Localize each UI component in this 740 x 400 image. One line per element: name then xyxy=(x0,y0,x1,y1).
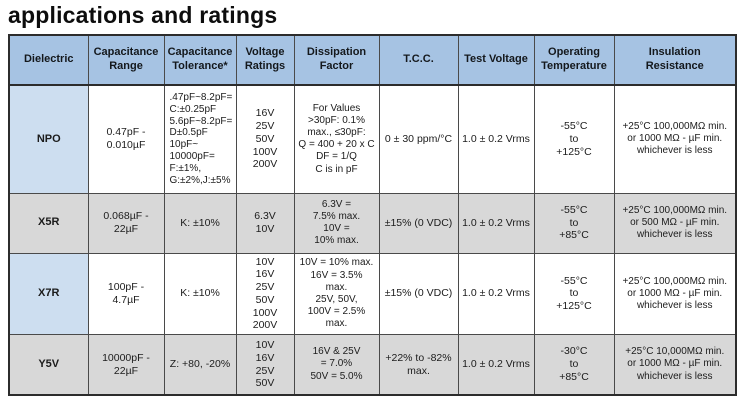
y5v-voltage-ratings-cell: 10V 16V 25V 50V xyxy=(235,334,295,396)
col-header-insulation-resistance: Insulation Resistance xyxy=(613,34,737,86)
x5r-insulation-resistance-cell: +25°C 100,000MΩ min. or 500 MΩ - µF min.… xyxy=(613,192,737,254)
x5r-dielectric-cell: X5R xyxy=(8,192,89,254)
npo-operating-temperature-cell: -55°C to +125°C xyxy=(533,84,615,194)
x7r-dielectric-cell: X7R xyxy=(8,252,89,336)
npo-capacitance-range-cell: 0.47pF - 0.010µF xyxy=(87,84,165,194)
x5r-capacitance-range-cell: 0.068µF - 22µF xyxy=(87,192,165,254)
x7r-insulation-resistance-cell: +25°C 100,000MΩ min. or 1000 MΩ - µF min… xyxy=(613,252,737,336)
col-header-capacitance-tolerance: Capacitance Tolerance* xyxy=(163,34,237,86)
npo-tolerance-cell: .47pF~8.2pF= C:±0.25pF 5.6pF~8.2pF= D±0.… xyxy=(163,84,237,194)
header-row: Dielectric Capacitance Range Capacitance… xyxy=(8,34,737,86)
y5v-tcc-cell: +22% to -82% max. xyxy=(378,334,459,396)
y5v-capacitance-range-cell: 10000pF - 22µF xyxy=(87,334,165,396)
npo-voltage-ratings-cell: 16V 25V 50V 100V 200V xyxy=(235,84,295,194)
col-header-operating-temperature: Operating Temperature xyxy=(533,34,615,86)
page-title: applications and ratings xyxy=(8,2,278,28)
x7r-voltage-ratings-cell: 10V 16V 25V 50V 100V 200V xyxy=(235,252,295,336)
table-row-x5r: X5R 0.068µF - 22µF K: ±10% 6.3V 10V 6.3V… xyxy=(8,192,737,254)
x5r-voltage-ratings-cell: 6.3V 10V xyxy=(235,192,295,254)
x7r-capacitance-range-cell: 100pF - 4.7µF xyxy=(87,252,165,336)
npo-tcc-cell: 0 ± 30 ppm/°C xyxy=(378,84,459,194)
table-row-x7r: X7R 100pF - 4.7µF K: ±10% 10V 16V 25V 50… xyxy=(8,252,737,336)
x7r-tolerance-cell: K: ±10% xyxy=(163,252,237,336)
x5r-dissipation-factor-cell: 6.3V = 7.5% max. 10V = 10% max. xyxy=(293,192,380,254)
y5v-dielectric-cell: Y5V xyxy=(8,334,89,396)
y5v-operating-temperature-cell: -30°C to +85°C xyxy=(533,334,615,396)
col-header-dielectric: Dielectric xyxy=(8,34,89,86)
npo-insulation-resistance-cell: +25°C 100,000MΩ min. or 1000 MΩ - µF min… xyxy=(613,84,737,194)
x7r-test-voltage-cell: 1.0 ± 0.2 Vrms xyxy=(457,252,535,336)
col-header-voltage-ratings: Voltage Ratings xyxy=(235,34,295,86)
y5v-insulation-resistance-cell: +25°C 10,000MΩ min. or 1000 MΩ - µF min.… xyxy=(613,334,737,396)
npo-dissipation-factor-cell: For Values >30pF: 0.1% max., ≤30pF: Q = … xyxy=(293,84,380,194)
col-header-tcc: T.C.C. xyxy=(378,34,459,86)
x5r-tcc-cell: ±15% (0 VDC) xyxy=(378,192,459,254)
col-header-dissipation-factor: Dissipation Factor xyxy=(293,34,380,86)
col-header-capacitance-range: Capacitance Range xyxy=(87,34,165,86)
x5r-operating-temperature-cell: -55°C to +85°C xyxy=(533,192,615,254)
table-row-y5v: Y5V 10000pF - 22µF Z: +80, -20% 10V 16V … xyxy=(8,334,737,396)
x5r-test-voltage-cell: 1.0 ± 0.2 Vrms xyxy=(457,192,535,254)
npo-test-voltage-cell: 1.0 ± 0.2 Vrms xyxy=(457,84,535,194)
x7r-dissipation-factor-cell: 10V = 10% max. 16V = 3.5% max. 25V, 50V,… xyxy=(293,252,380,336)
x7r-operating-temperature-cell: -55°C to +125°C xyxy=(533,252,615,336)
x7r-tcc-cell: ±15% (0 VDC) xyxy=(378,252,459,336)
npo-dielectric-cell: NPO xyxy=(8,84,89,194)
x5r-tolerance-cell: K: ±10% xyxy=(163,192,237,254)
table-row-npo: NPO 0.47pF - 0.010µF .47pF~8.2pF= C:±0.2… xyxy=(8,84,737,194)
y5v-dissipation-factor-cell: 16V & 25V = 7.0% 50V = 5.0% xyxy=(293,334,380,396)
col-header-test-voltage: Test Voltage xyxy=(457,34,535,86)
ratings-table: Dielectric Capacitance Range Capacitance… xyxy=(8,34,737,396)
y5v-test-voltage-cell: 1.0 ± 0.2 Vrms xyxy=(457,334,535,396)
y5v-tolerance-cell: Z: +80, -20% xyxy=(163,334,237,396)
